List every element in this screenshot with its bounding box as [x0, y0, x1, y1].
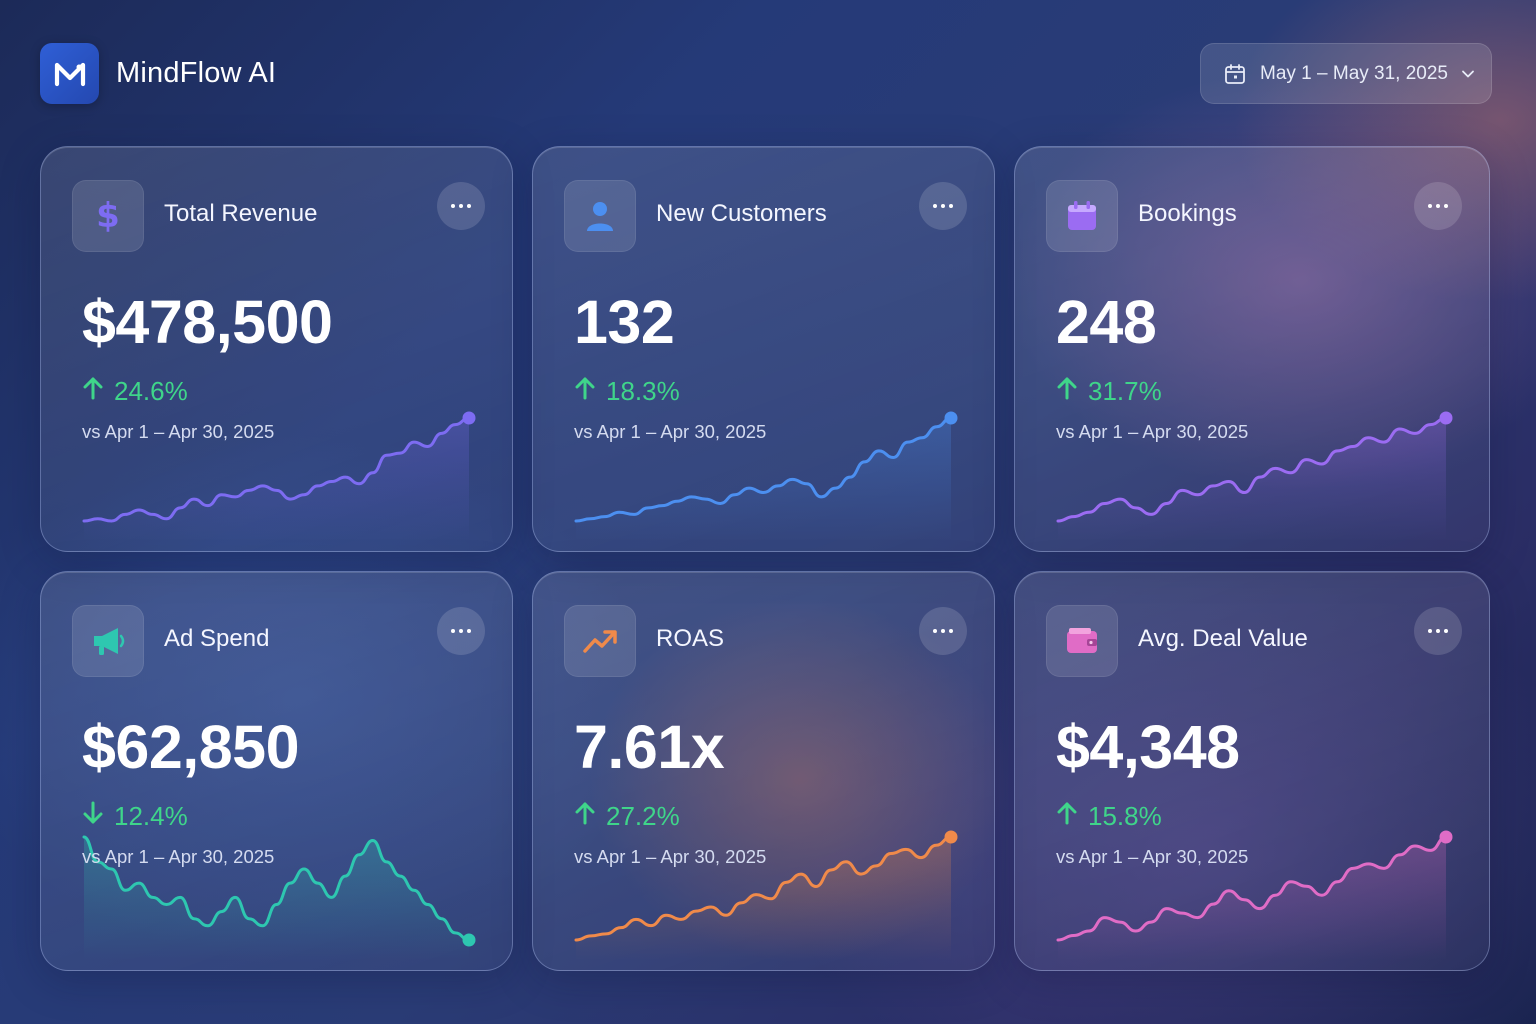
chevron-down-icon — [1462, 70, 1474, 77]
sparkline-area — [1058, 418, 1446, 541]
more-options-button[interactable] — [919, 182, 967, 230]
mindflow-logo-icon — [40, 43, 99, 104]
arrow-down-icon — [82, 801, 114, 832]
change-indicator: 31.7% — [1056, 376, 1162, 407]
sparkline-end-point — [1439, 411, 1453, 425]
metric-value: 7.61x — [574, 713, 725, 781]
kpi-card-avg-deal-value[interactable]: Avg. Deal Value $4,348 15.8% vs Apr 1 – Apr… — [1014, 571, 1490, 971]
kpi-card-roas[interactable]: ROAS 7.61x 27.2% vs Apr 1 – Apr 30, 2025 — [532, 571, 995, 971]
arrow-up-icon — [1056, 376, 1088, 407]
comparison-period: vs Apr 1 – Apr 30, 2025 — [82, 421, 275, 442]
change-indicator: 27.2% — [574, 801, 680, 832]
comparison-period: vs Apr 1 – Apr 30, 2025 — [1056, 421, 1249, 442]
arrow-up-icon — [574, 376, 606, 407]
change-indicator: 12.4% — [82, 801, 188, 832]
card-title: New Customers — [656, 200, 827, 227]
trending-up-icon — [564, 605, 636, 677]
metric-value: $4,348 — [1056, 713, 1240, 781]
arrow-up-icon — [82, 376, 114, 407]
sparkline-chart — [1056, 411, 1453, 541]
comparison-period: vs Apr 1 – Apr 30, 2025 — [82, 846, 275, 867]
card-title: Total Revenue — [164, 200, 318, 227]
sparkline-area — [576, 837, 951, 960]
kpi-card-total-revenue[interactable]: $ Total Revenue $478,500 24.6% vs Apr 1 – Ap… — [40, 146, 513, 552]
sparkline-line — [1056, 835, 1448, 942]
sparkline-end-point — [1439, 830, 1453, 844]
sparkline-chart — [1056, 830, 1453, 960]
calendar-icon — [1046, 180, 1118, 252]
sparkline-area — [84, 837, 469, 960]
sparkline-end-point — [944, 411, 958, 425]
kpi-card-ad-spend[interactable]: Ad Spend $62,850 12.4% vs Apr 1 – Apr 30, 2… — [40, 571, 513, 971]
change-indicator: 15.8% — [1056, 801, 1162, 832]
metric-value: $62,850 — [82, 713, 300, 781]
change-value: 18.3% — [606, 376, 680, 406]
arrow-up-icon — [1056, 801, 1088, 832]
date-range-label: May 1 – May 31, 2025 — [1260, 62, 1448, 84]
comparison-period: vs Apr 1 – Apr 30, 2025 — [1056, 846, 1249, 867]
sparkline-chart — [82, 411, 476, 541]
more-options-button[interactable] — [1414, 182, 1462, 230]
change-value: 12.4% — [114, 801, 188, 831]
arrow-up-icon — [574, 801, 606, 832]
sparkline-line — [574, 835, 953, 942]
comparison-period: vs Apr 1 – Apr 30, 2025 — [574, 421, 767, 442]
sparkline-area — [84, 418, 469, 541]
sparkline-line — [82, 835, 471, 942]
change-value: 24.6% — [114, 376, 188, 406]
kpi-card-bookings[interactable]: Bookings 248 31.7% vs Apr 1 – Apr 30, 2025 — [1014, 146, 1490, 552]
sparkline-line — [82, 416, 471, 523]
sparkline-area — [1058, 837, 1446, 960]
metric-value: $478,500 — [82, 288, 333, 356]
card-title: ROAS — [656, 625, 725, 652]
change-value: 31.7% — [1088, 376, 1162, 406]
header: MindFlow AI May 1 – May 31, 2025 — [40, 43, 1492, 104]
more-options-button[interactable] — [1414, 607, 1462, 655]
change-value: 15.8% — [1088, 801, 1162, 831]
sparkline-chart — [574, 830, 958, 960]
sparkline-line — [1056, 416, 1448, 523]
metric-value: 132 — [574, 288, 675, 356]
dollar-icon: $ — [72, 180, 144, 252]
kpi-card-new-customers[interactable]: New Customers 132 18.3% vs Apr 1 – Apr 30, … — [532, 146, 995, 552]
sparkline-line — [574, 416, 953, 523]
change-indicator: 18.3% — [574, 376, 680, 407]
more-options-button[interactable] — [919, 607, 967, 655]
date-range-picker[interactable]: May 1 – May 31, 2025 — [1200, 43, 1492, 104]
megaphone-icon — [72, 605, 144, 677]
card-title: Avg. Deal Value — [1138, 625, 1308, 652]
svg-text:$: $ — [96, 196, 120, 236]
more-options-button[interactable] — [437, 182, 485, 230]
sparkline-end-point — [944, 830, 958, 844]
wallet-icon — [1046, 605, 1118, 677]
change-value: 27.2% — [606, 801, 680, 831]
sparkline-chart — [574, 411, 958, 541]
app-name: MindFlow AI — [116, 57, 277, 89]
sparkline-area — [576, 418, 951, 541]
user-icon — [564, 180, 636, 252]
card-title: Bookings — [1138, 200, 1237, 227]
sparkline-end-point — [462, 933, 476, 947]
change-indicator: 24.6% — [82, 376, 188, 407]
metric-value: 248 — [1056, 288, 1157, 356]
app-logo[interactable]: MindFlow AI — [40, 43, 276, 104]
sparkline-chart — [82, 835, 476, 960]
calendar-icon — [1225, 63, 1245, 84]
card-title: Ad Spend — [164, 625, 270, 652]
sparkline-end-point — [462, 411, 476, 425]
comparison-period: vs Apr 1 – Apr 30, 2025 — [574, 846, 767, 867]
more-options-button[interactable] — [437, 607, 485, 655]
